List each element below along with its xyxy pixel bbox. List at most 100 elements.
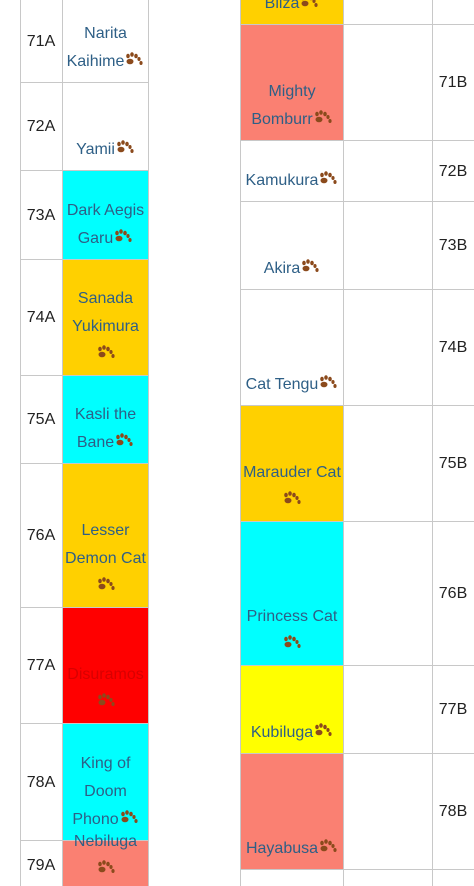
cat-cell: Marauder Cat [241,406,343,521]
cat-name: Princess Cat [243,603,341,659]
row-label: 76B [438,585,468,602]
cat-cell: Disuramos [63,608,148,723]
cat-name: Sanada Yukimura [65,285,146,369]
cat-name-text: Sanada Yukimura [72,290,139,335]
table-row: Yamii 72A [20,83,149,171]
cat-name: Narita Kaihime [65,20,146,76]
table-row: Kasli the Bane 75A [20,376,149,464]
cat-name-text: Yamii [76,141,115,158]
table-row: Kamukura 72B [240,141,474,202]
paw-icon [115,229,132,242]
column-divider [20,0,21,886]
cat-name: Kamukura [246,167,339,195]
paw-icon [97,860,115,873]
paw-icon [320,839,337,852]
table-row: King of Doom Phono 78A [20,724,149,841]
paw-icon [97,577,115,590]
column-divider [240,0,241,886]
cat-cell: Narita Kaihime [63,0,148,82]
cat-cell: King of Doom Phono [63,724,148,840]
cat-name-text: Bliza [264,0,300,12]
row-label: 79A [26,857,56,874]
cat-name: Akira [264,255,320,283]
paw-icon [302,259,319,272]
paw-icon [320,375,337,388]
table-row: Cat Tengu 74B [240,290,474,406]
cat-cell: Bliza [241,0,343,24]
cat-name-text: Kubiluga [250,724,314,741]
row-label: 78B [438,803,468,820]
table-row: Dark Aegis Garu 73A [20,171,149,260]
table-row: Akira 73B [240,202,474,290]
row-label: 77B [438,701,468,718]
paw-icon [314,110,332,123]
column-divider [62,0,63,886]
cat-name-text: Hayabusa [245,840,319,857]
table-row: Mighty Bomburr 71B [240,25,474,141]
row-label: 75A [26,411,56,428]
cat-name-text: Mighty Bomburr [251,83,316,128]
cat-name: Kasli the Bane [65,401,146,457]
cat-name-text: Marauder Cat [243,464,341,481]
cat-name-text: Dark Aegis Garu [66,202,145,247]
cat-cell: Nebiluga [63,833,148,886]
table-row: Lesser Demon Cat 76A [20,464,149,608]
cat-cell: Yamii [63,83,148,170]
cat-name: Dark Aegis Garu [65,197,146,253]
cat-name-text: Lesser Demon Cat [65,522,146,567]
row-label: 71B [438,74,468,91]
cat-name-text: King of Doom Phono [72,755,131,828]
cat-name-text: Princess Cat [246,608,338,625]
cat-cell: Hayabusa [241,754,343,869]
cat-name-text: Kasli the Bane [74,406,137,451]
cat-cell: Cat Tengu [241,290,343,405]
cat-cell: Dark Aegis Garu [63,171,148,259]
cat-name: Marauder Cat [243,459,341,515]
table-row: Princess Cat 76B [240,522,474,666]
cat-cell: Mighty Bomburr [241,25,343,140]
table-row: Hayabusa 78B [240,754,474,870]
table-row: Disuramos 77A [20,608,149,724]
row-label: 77A [26,657,56,674]
column-divider [432,0,433,886]
paw-icon [97,345,115,358]
paw-icon [120,810,138,823]
cat-name: Kubiluga [251,719,333,747]
paw-icon [126,52,144,65]
paw-icon [97,693,115,706]
row-label: 73A [26,206,56,224]
paw-icon [301,0,318,7]
cat-name: Nebiluga [65,828,146,884]
cat-name-text: Nebiluga [73,833,138,850]
row-label: 75B [438,455,468,472]
row-label: 72A [26,118,56,135]
paw-icon [284,491,301,504]
paw-icon [116,433,133,446]
cat-cell: Akira [241,202,343,289]
cat-cell: Kasli the Bane [63,376,148,463]
row-label: 78A [26,773,56,791]
row-label: 73B [438,237,468,254]
column-divider [148,0,149,886]
paw-icon [320,171,338,184]
paw-icon [117,140,134,153]
table-row: Nebiluga 79A [20,833,149,886]
cat-name: King of Doom Phono [65,750,146,834]
row-label: 76A [26,527,56,544]
row-label: 71A [26,32,56,50]
table-row: Bliza [240,0,474,25]
paw-icon [315,723,332,736]
cat-cell: Sanada Yukimura [63,260,148,375]
row-label: 74B [438,339,468,356]
row-label: 72B [438,162,468,180]
cat-name-text: Kamukura [245,172,319,189]
cat-name-text: Akira [263,260,301,277]
cat-name-text: Narita Kaihime [66,25,127,70]
cat-name-text: Cat Tengu [245,376,319,393]
cat-name: Disuramos [65,661,146,717]
column-divider [343,0,344,886]
table-row: Sanada Yukimura 74A [20,260,149,376]
cat-name: Cat Tengu [246,371,339,399]
cat-name-text: Disuramos [67,666,144,683]
